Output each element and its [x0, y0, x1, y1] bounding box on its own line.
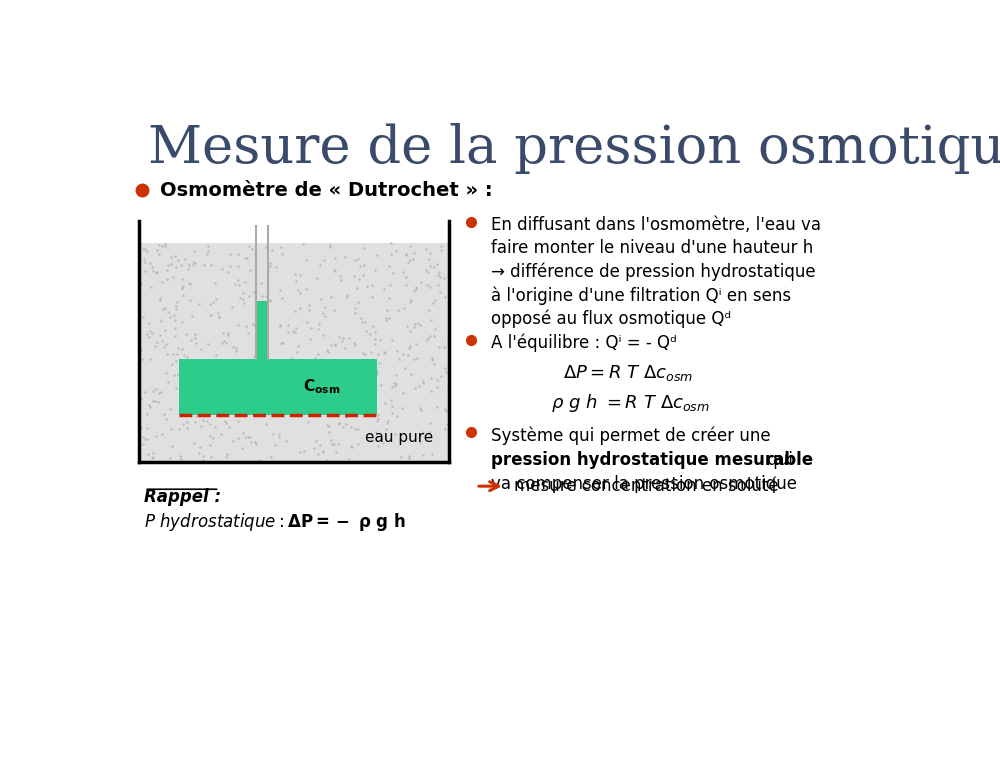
Text: qui: qui — [762, 450, 793, 469]
Bar — [139, 243, 449, 463]
Text: Osmomètre de « Dutrochet » :: Osmomètre de « Dutrochet » : — [160, 181, 492, 200]
Text: mesure concentration en soluté: mesure concentration en soluté — [514, 477, 779, 495]
Text: Système qui permet de créer une: Système qui permet de créer une — [491, 426, 770, 444]
Text: Mesure de la pression osmotique: Mesure de la pression osmotique — [148, 123, 1000, 175]
Text: faire monter le niveau d'une hauteur h: faire monter le niveau d'une hauteur h — [491, 239, 813, 257]
Text: opposé au flux osmotique Qᵈ: opposé au flux osmotique Qᵈ — [491, 309, 731, 329]
Text: va compenser la pression osmotique: va compenser la pression osmotique — [491, 476, 797, 493]
Text: A l'équilibre : Qⁱ = - Qᵈ: A l'équilibre : Qⁱ = - Qᵈ — [491, 334, 677, 352]
Text: à l'origine d'une filtration Qⁱ en sens: à l'origine d'une filtration Qⁱ en sens — [491, 286, 791, 305]
Text: $\Delta P = R\ T\ \Delta c_{osm}$: $\Delta P = R\ T\ \Delta c_{osm}$ — [563, 363, 693, 383]
Text: $P\ hydrostatique : \mathbf{\Delta P = -\ \rho\ g\ h}$: $P\ hydrostatique : \mathbf{\Delta P = -… — [144, 511, 406, 533]
Text: eau pure: eau pure — [365, 430, 433, 445]
Text: $\mathbf{C_{osm}}$: $\mathbf{C_{osm}}$ — [303, 378, 340, 396]
Text: $\rho\ g\ h\ = R\ T\ \Delta c_{osm}$: $\rho\ g\ h\ = R\ T\ \Delta c_{osm}$ — [551, 392, 710, 414]
Bar — [256, 301, 268, 359]
Text: Rappel :: Rappel : — [144, 488, 222, 506]
Text: → différence de pression hydrostatique: → différence de pression hydrostatique — [491, 263, 815, 281]
Bar — [179, 359, 377, 414]
Text: pression hydrostatique mesurable: pression hydrostatique mesurable — [491, 450, 813, 469]
Text: En diffusant dans l'osmomètre, l'eau va: En diffusant dans l'osmomètre, l'eau va — [491, 216, 821, 234]
